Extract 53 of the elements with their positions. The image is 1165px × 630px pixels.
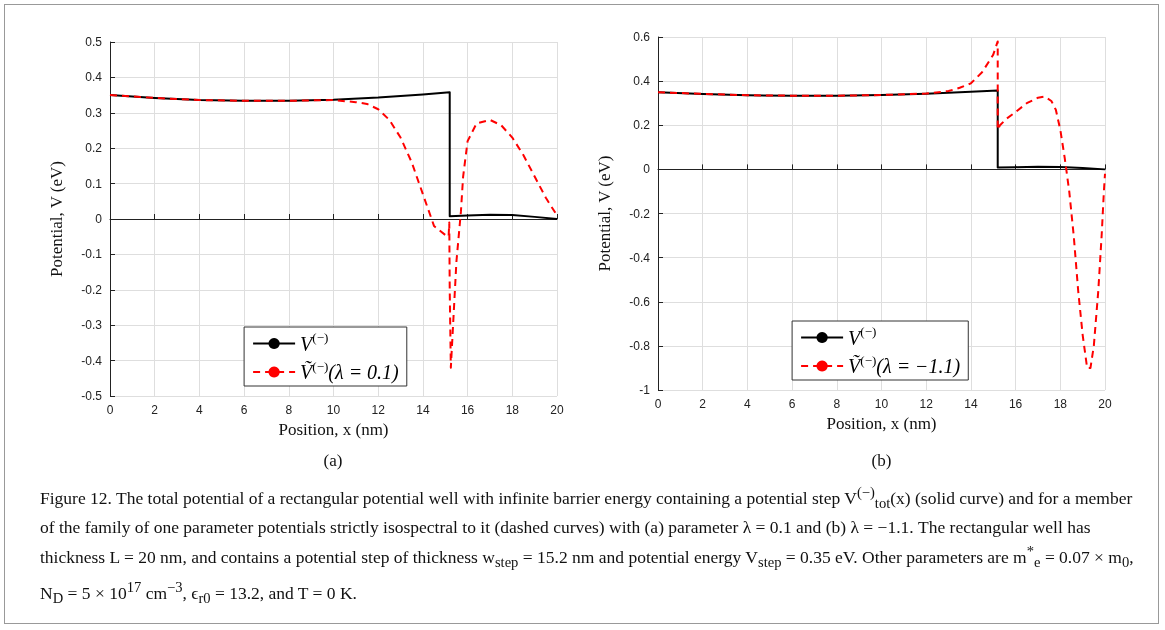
- y-tick-label: 0.1: [85, 176, 103, 191]
- x-tick-label: 18: [1053, 397, 1068, 411]
- x-tick-label: 12: [919, 397, 934, 411]
- y-tick-label: -0.6: [629, 294, 651, 309]
- y-tick-label: -0.3: [81, 318, 103, 333]
- y-tick-label: -1: [639, 383, 651, 397]
- y-tick-label: -0.2: [81, 282, 103, 297]
- x-tick-label: 6: [240, 403, 248, 417]
- y-tick-label: 0.2: [633, 118, 651, 133]
- x-tick-label: 10: [326, 403, 341, 417]
- x-tick-label: 18: [505, 403, 520, 417]
- x-tick-label: 14: [964, 397, 978, 411]
- y-tick-label: 0.3: [85, 105, 103, 120]
- y-tick-label: -0.4: [629, 250, 651, 265]
- legend-label: Ṽ(−)(λ = −1.1): [848, 352, 961, 378]
- y-tick-label: 0.5: [85, 35, 103, 49]
- y-tick-label: -0.1: [81, 247, 103, 262]
- x-tick-label: 14: [416, 403, 430, 417]
- x-tick-label: 0: [654, 397, 662, 411]
- y-axis-title: Potential, V (eV): [47, 161, 66, 277]
- y-tick-label: 0.2: [85, 141, 103, 156]
- x-tick-label: 16: [460, 403, 475, 417]
- legend-label: V(−): [848, 324, 877, 349]
- x-tick-label: 4: [196, 403, 204, 417]
- x-tick-label: 8: [285, 403, 293, 417]
- text: (b): [871, 451, 892, 470]
- x-tick-label: 2: [699, 397, 707, 411]
- y-tick-label: 0: [95, 212, 103, 226]
- x-tick-label: 2: [151, 403, 159, 417]
- y-tick-label: -0.2: [629, 206, 651, 221]
- x-axis-title: Position, x (nm): [278, 419, 389, 439]
- text: Figure 12. The total potential of a rectangular potential well with infinite barrier energy containing a potential step V$^{(−)}$$_{tot}$(x) (solid curve) and for a member of the family of one parameter potentials strictly isospectral to it (dashed curves) with (a) parameter λ = 0.1 and (b) λ = −1.1. The rectangular well has thickness L = 20 nm, and contains a potential step of thickness w$_{step}$ = 15.2 nm and potential energy V$_{step}$ = 0.35 eV. Other parameters are m$^{*}$$_{e}$ = 0.07 × m$_{0}$, N$_{D}$ = 5 × 10$^{17}$ cm$^{−3}$, ϵ$_{r0}$ = 13.2, and T = 0 K.: [40, 484, 1134, 606]
- y-tick-label: 0.6: [633, 30, 651, 44]
- legend-label: V(−): [300, 330, 329, 355]
- y-tick-label: 0.4: [633, 74, 651, 89]
- y-tick-label: 0: [643, 162, 651, 177]
- x-tick-label: 8: [833, 397, 841, 411]
- y-axis-title: Potential, V (eV): [595, 155, 614, 272]
- x-tick-label: 20: [1098, 397, 1112, 411]
- y-tick-label: 0.4: [85, 70, 103, 85]
- x-axis-title: Position, x (nm): [826, 413, 937, 433]
- x-tick-label: 20: [550, 403, 564, 417]
- y-tick-label: -0.5: [81, 389, 103, 403]
- x-tick-label: 12: [371, 403, 386, 417]
- text: (a): [323, 451, 343, 470]
- y-tick-label: -0.4: [81, 353, 103, 368]
- legend-label: Ṽ(−)(λ = 0.1): [300, 358, 400, 384]
- x-tick-label: 10: [874, 397, 889, 411]
- y-tick-label: -0.8: [629, 338, 651, 353]
- x-tick-label: 6: [788, 397, 796, 411]
- x-tick-label: 4: [744, 397, 752, 411]
- x-tick-label: 0: [106, 403, 114, 417]
- x-tick-label: 16: [1008, 397, 1023, 411]
